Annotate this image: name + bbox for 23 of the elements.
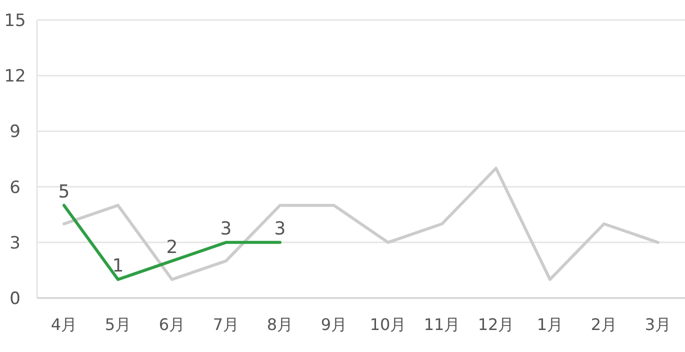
data-label: 3	[220, 218, 232, 240]
x-tick-label: 3月	[644, 315, 672, 334]
x-tick-label: 1月	[536, 315, 564, 334]
x-tick-label: 10月	[370, 315, 406, 334]
data-label: 1	[112, 255, 124, 276]
x-tick-label: 4月	[50, 315, 78, 334]
x-tick-label: 5月	[104, 315, 132, 334]
x-tick-label: 11月	[424, 315, 460, 334]
y-tick-label: 12	[4, 66, 26, 87]
y-tick-label: 6	[10, 178, 20, 198]
y-tick-label: 0	[10, 289, 20, 309]
x-tick-label: 12月	[478, 315, 514, 334]
data-label: 2	[166, 236, 178, 258]
x-tick-label: 6月	[158, 315, 186, 334]
x-tick-label: 8月	[266, 315, 294, 334]
y-tick-label: 15	[4, 11, 26, 31]
x-tick-label: 7月	[212, 315, 240, 334]
y-tick-label: 3	[10, 233, 20, 254]
y-tick-label: 9	[10, 122, 20, 142]
x-tick-label: 2月	[590, 315, 618, 334]
data-label: 5	[58, 181, 70, 202]
data-label: 3	[274, 218, 286, 240]
x-tick-label: 9月	[320, 315, 348, 334]
